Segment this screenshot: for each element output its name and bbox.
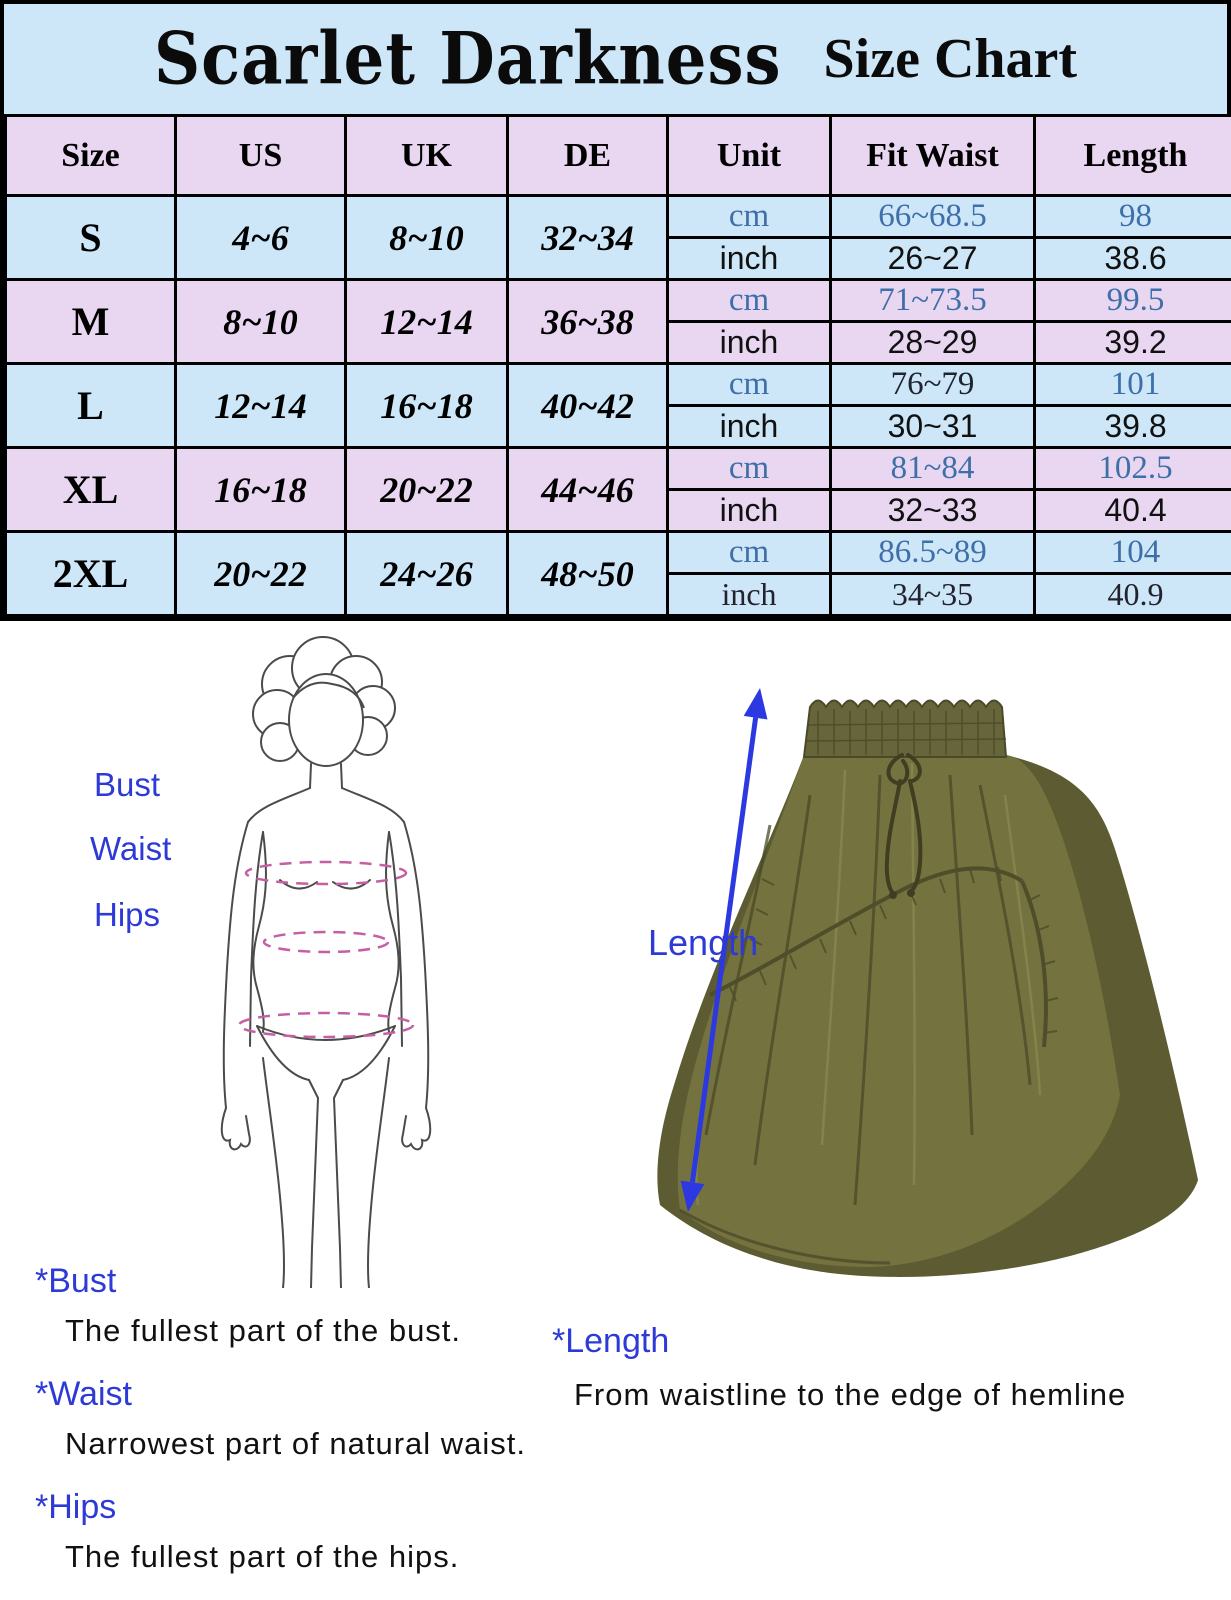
page-title: Size Chart — [823, 28, 1078, 90]
brand-logo-text: Scarlet Darkness — [153, 17, 782, 101]
cell-fit-waist-inch: 26~27 — [829, 236, 1036, 281]
bust-label: Bust — [94, 766, 161, 803]
cell-length-inch: 39.8 — [1033, 404, 1231, 449]
waist-label: Waist — [90, 830, 172, 867]
cell-unit-inch: inch — [666, 404, 832, 449]
table-row: inch 34~35 40.9 — [6, 572, 1231, 617]
col-header-uk: UK — [344, 114, 509, 197]
col-header-length: Length — [1033, 114, 1231, 197]
cell-us: 16~18 — [174, 446, 347, 533]
cell-length-inch: 40.9 — [1033, 572, 1231, 617]
table-row: L 12~14 16~18 40~42 cm 76~79 101 — [4, 362, 1231, 449]
length-definition: *Length From waistline to the edge of he… — [552, 1322, 1192, 1439]
cell-length-cm: 102.5 — [1033, 446, 1231, 491]
size-chart-block: Scarlet Darkness Size Chart Size US UK D… — [0, 0, 1231, 621]
def-term-waist: *Waist — [35, 1375, 132, 1413]
cell-unit-cm: cm — [666, 278, 832, 323]
cell-us: 4~6 — [174, 194, 347, 281]
cell-us: 8~10 — [174, 278, 347, 365]
cell-length-cm: 104 — [1033, 530, 1231, 575]
cell-length-cm: 98 — [1033, 194, 1231, 239]
col-header-us: US — [174, 114, 347, 197]
cell-de: 44~46 — [506, 446, 669, 533]
body-measurement-figure — [220, 636, 432, 1288]
hips-label: Hips — [94, 896, 161, 933]
length-arrow-icon — [680, 688, 768, 1212]
cell-size: S — [4, 194, 177, 281]
table-row: inch 30~31 39.8 — [6, 404, 1231, 449]
cell-fit-waist-cm: 76~79 — [829, 362, 1036, 407]
cell-unit-inch: inch — [666, 236, 832, 281]
def-desc-waist: Narrowest part of natural waist. — [65, 1426, 527, 1461]
cell-unit-inch: inch — [666, 488, 832, 533]
cell-us: 20~22 — [174, 530, 347, 617]
cell-uk: 20~22 — [344, 446, 509, 533]
cell-uk: 12~14 — [344, 278, 509, 365]
cell-size: M — [4, 278, 177, 365]
cell-uk: 24~26 — [344, 530, 509, 617]
cell-size: 2XL — [4, 530, 177, 617]
def-term-hips: *Hips — [35, 1488, 117, 1526]
col-header-de: DE — [506, 114, 669, 197]
cell-de: 36~38 — [506, 278, 669, 365]
cell-unit-cm: cm — [666, 194, 832, 239]
table-row: 2XL 20~22 24~26 48~50 cm 86.5~89 104 — [4, 530, 1231, 617]
cell-fit-waist-cm: 71~73.5 — [829, 278, 1036, 323]
skirt-product-image — [657, 699, 1198, 1277]
cell-length-inch: 39.2 — [1033, 320, 1231, 365]
def-desc-length: From waistline to the edge of hemline — [574, 1377, 1127, 1412]
measurement-definitions: *Bust The fullest part of the bust. *Wai… — [35, 1262, 555, 1600]
col-header-unit: Unit — [666, 114, 832, 197]
cell-length-cm: 99.5 — [1033, 278, 1231, 323]
size-table: Size US UK DE Unit Fit Waist Length S 4~… — [4, 114, 1231, 617]
cell-size: XL — [4, 446, 177, 533]
table-row: inch 28~29 39.2 — [6, 320, 1231, 365]
col-header-fit-waist: Fit Waist — [829, 114, 1036, 197]
table-row: S 4~6 8~10 32~34 cm 66~68.5 98 — [4, 194, 1231, 281]
cell-unit-inch: inch — [666, 320, 832, 365]
table-row: XL 16~18 20~22 44~46 cm 81~84 102.5 — [4, 446, 1231, 533]
cell-fit-waist-inch: 28~29 — [829, 320, 1036, 365]
table-row: M 8~10 12~14 36~38 cm 71~73.5 99.5 — [4, 278, 1231, 365]
def-desc-hips: The fullest part of the hips. — [65, 1539, 460, 1574]
def-desc-bust: The fullest part of the bust. — [65, 1313, 462, 1348]
cell-unit-cm: cm — [666, 446, 832, 491]
cell-unit-cm: cm — [666, 530, 832, 575]
cell-de: 32~34 — [506, 194, 669, 281]
cell-unit-cm: cm — [666, 362, 832, 407]
table-row: inch 32~33 40.4 — [6, 488, 1231, 533]
cell-fit-waist-inch: 32~33 — [829, 488, 1036, 533]
def-term-bust: *Bust — [35, 1262, 117, 1300]
cell-de: 48~50 — [506, 530, 669, 617]
cell-uk: 16~18 — [344, 362, 509, 449]
cell-fit-waist-inch: 30~31 — [829, 404, 1036, 449]
length-dimension-label: Length — [648, 922, 759, 963]
cell-length-inch: 40.4 — [1033, 488, 1231, 533]
table-row: inch 26~27 38.6 — [6, 236, 1231, 281]
cell-fit-waist-cm: 66~68.5 — [829, 194, 1036, 239]
cell-fit-waist-cm: 86.5~89 — [829, 530, 1036, 575]
cell-size: L — [4, 362, 177, 449]
cell-us: 12~14 — [174, 362, 347, 449]
cell-fit-waist-cm: 81~84 — [829, 446, 1036, 491]
cell-fit-waist-inch: 34~35 — [829, 572, 1036, 617]
col-header-size: Size — [4, 114, 177, 197]
cell-uk: 8~10 — [344, 194, 509, 281]
title-band: Scarlet Darkness Size Chart — [4, 4, 1227, 114]
cell-de: 40~42 — [506, 362, 669, 449]
cell-length-cm: 101 — [1033, 362, 1231, 407]
cell-length-inch: 38.6 — [1033, 236, 1231, 281]
cell-unit-inch: inch — [666, 572, 832, 617]
def-term-length: *Length — [552, 1322, 670, 1360]
table-header-row: Size US UK DE Unit Fit Waist Length — [4, 114, 1231, 197]
